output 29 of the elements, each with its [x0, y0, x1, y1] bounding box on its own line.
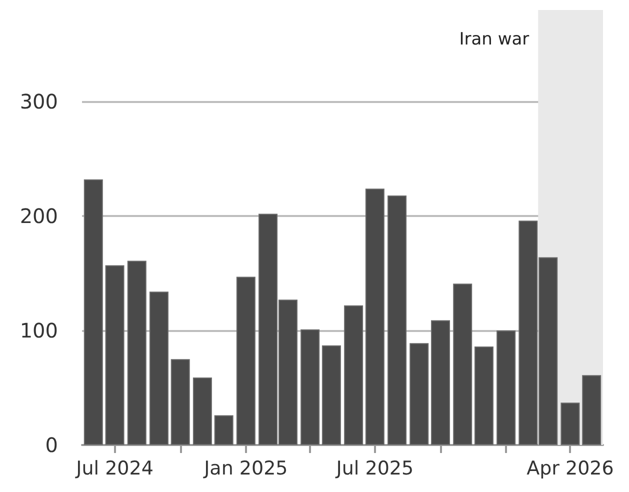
band-label: Iran war	[459, 30, 530, 50]
x-tick-label: Jul 2024	[75, 458, 154, 480]
bar	[84, 179, 103, 445]
y-tick-label: 200	[20, 204, 58, 228]
bar	[214, 415, 234, 445]
bar	[410, 343, 429, 445]
bar	[105, 265, 124, 445]
bar	[431, 320, 450, 445]
bar	[127, 260, 146, 445]
bar	[236, 276, 256, 445]
y-tick-label: 0	[45, 433, 58, 457]
bar	[170, 359, 190, 445]
bar	[453, 284, 472, 445]
x-tick-label: Jul 2025	[335, 458, 414, 480]
bar	[560, 402, 580, 445]
bar	[365, 188, 384, 445]
bar	[300, 329, 320, 445]
bar	[388, 195, 407, 445]
bar	[474, 346, 494, 445]
bar	[496, 330, 516, 445]
x-tick-label: Jan 2025	[203, 458, 288, 480]
bar	[192, 377, 212, 445]
y-tick-label: 300	[20, 90, 58, 114]
bar	[149, 292, 168, 445]
bar	[322, 345, 341, 445]
y-tick-label: 100	[20, 318, 58, 343]
bar	[582, 375, 602, 445]
bar	[344, 305, 364, 445]
x-tick-label: Apr 2026	[526, 458, 614, 480]
